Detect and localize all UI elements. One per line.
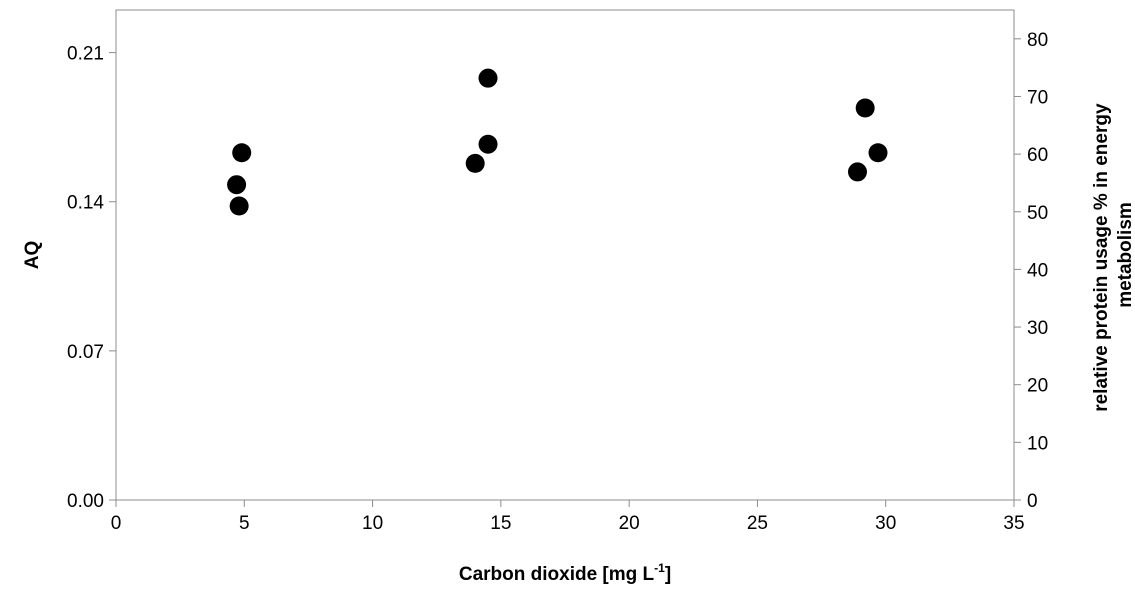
data-point (465, 153, 485, 173)
x-axis-title: Carbon dioxide [mg L-1] (459, 561, 671, 585)
y2-axis-title: relative protein usage % in energy metab… (1091, 98, 1135, 412)
y-tick-label: 0.00 (67, 491, 104, 512)
data-point (478, 134, 498, 154)
x-tick-label: 30 (875, 513, 896, 534)
data-point (232, 143, 252, 163)
y-tick-label: 0.21 (67, 44, 104, 65)
x-tick-label: 15 (490, 513, 511, 534)
y2-tick-label: 20 (1027, 376, 1048, 397)
data-point (478, 68, 498, 88)
y2-tick-label: 30 (1027, 318, 1048, 339)
y2-tick-label: 40 (1027, 260, 1048, 281)
x-tick-label: 35 (1003, 513, 1024, 534)
x-tick-label: 10 (362, 513, 383, 534)
y2-tick-label: 0 (1027, 491, 1038, 512)
y-tick-label: 0.07 (67, 342, 104, 363)
plot-area (115, 9, 1015, 501)
y2-tick-label: 50 (1027, 203, 1048, 224)
x-tick-label: 5 (239, 513, 250, 534)
y2-tick-label: 60 (1027, 145, 1048, 166)
y2-tick-label: 10 (1027, 433, 1048, 454)
y2-tick-label: 80 (1027, 30, 1048, 51)
data-point (855, 98, 875, 118)
x-tick-label: 20 (619, 513, 640, 534)
y-axis-title: AQ (22, 241, 43, 270)
data-point (868, 143, 888, 163)
data-point (227, 175, 247, 195)
y-tick-label: 0.14 (67, 193, 104, 214)
x-tick-label: 25 (747, 513, 768, 534)
data-point (847, 162, 867, 182)
x-tick-label: 0 (111, 513, 122, 534)
data-point (229, 196, 249, 216)
y2-tick-label: 70 (1027, 87, 1048, 108)
